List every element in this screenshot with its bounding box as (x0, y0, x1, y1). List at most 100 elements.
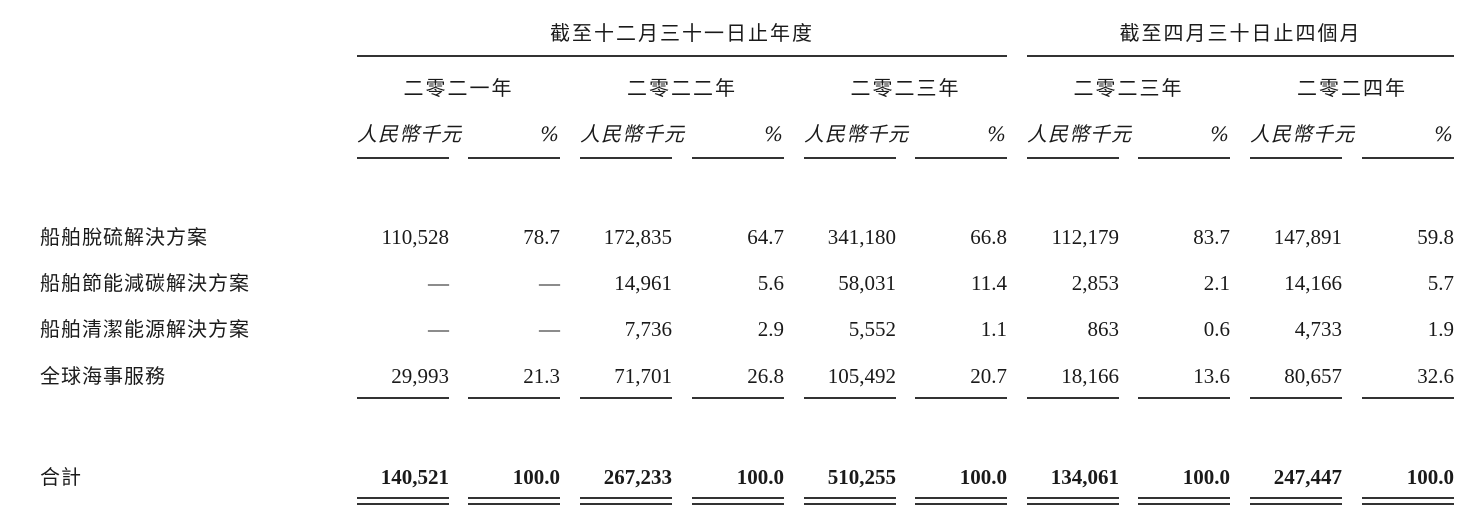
divider (580, 397, 672, 399)
total-cell: 134,061 (1050, 465, 1119, 489)
unit-percent: % (986, 122, 1007, 146)
double-underline (1138, 497, 1230, 499)
double-underline (692, 497, 784, 499)
table-cell: 13.6 (1193, 364, 1230, 388)
table-cell: — (428, 271, 449, 295)
table-cell: 863 (1087, 317, 1120, 341)
double-underline (1027, 503, 1119, 505)
table-cell: 59.8 (1417, 225, 1454, 249)
unit-percent: % (1433, 122, 1454, 146)
double-underline (804, 497, 896, 499)
table-cell: 29,993 (391, 364, 449, 388)
unit-rmb-thousands: 人民幣千元 (580, 122, 685, 146)
table-cell: 0.6 (1203, 317, 1230, 341)
year-header: 二零二二年 (627, 76, 737, 100)
double-underline (468, 497, 560, 499)
divider (1250, 157, 1342, 159)
double-underline (692, 503, 784, 505)
double-underline (1362, 497, 1454, 499)
divider (1250, 397, 1342, 399)
unit-rmb-thousands: 人民幣千元 (1027, 122, 1132, 146)
total-cell: 100.0 (959, 465, 1007, 489)
table-cell: 172,835 (603, 225, 672, 249)
group-header-full-year: 截至十二月三十一日止年度 (550, 21, 814, 45)
table-cell: 105,492 (827, 364, 896, 388)
table-cell: 80,657 (1284, 364, 1342, 388)
double-underline (915, 497, 1007, 499)
divider (1027, 157, 1119, 159)
table-cell: 21.3 (523, 364, 560, 388)
total-cell: 267,233 (603, 465, 672, 489)
year-header: 二零二三年 (850, 76, 961, 100)
total-label: 合計 (40, 465, 82, 489)
row-label: 船舶清潔能源解決方案 (40, 317, 250, 341)
table-cell: 71,701 (614, 364, 672, 388)
double-underline (468, 503, 560, 505)
divider (468, 397, 560, 399)
unit-percent: % (763, 122, 784, 146)
table-cell: 14,961 (614, 271, 672, 295)
table-cell: 66.8 (970, 225, 1007, 249)
table-cell: 5,552 (848, 317, 896, 341)
table-cell: 5.7 (1427, 271, 1454, 295)
table-cell: 11.4 (971, 271, 1007, 295)
unit-rmb-thousands: 人民幣千元 (357, 122, 462, 146)
divider (1362, 397, 1454, 399)
total-cell: 140,521 (380, 465, 449, 489)
total-cell: 100.0 (1406, 465, 1454, 489)
divider (1027, 397, 1119, 399)
double-underline (1027, 497, 1119, 499)
table-cell: 78.7 (523, 225, 560, 249)
double-underline (357, 497, 449, 499)
table-cell: 2,853 (1071, 271, 1119, 295)
table-cell: 2.9 (757, 317, 784, 341)
divider (1362, 157, 1454, 159)
divider (804, 157, 896, 159)
table-cell: 7,736 (624, 317, 672, 341)
divider (692, 397, 784, 399)
divider (804, 397, 896, 399)
table-cell: 20.7 (970, 364, 1007, 388)
row-label: 船舶節能減碳解決方案 (40, 271, 250, 295)
table-cell: 58,031 (838, 271, 896, 295)
year-header: 二零二一年 (403, 76, 514, 100)
divider (915, 157, 1007, 159)
divider (1138, 157, 1230, 159)
unit-rmb-thousands: 人民幣千元 (804, 122, 909, 146)
total-cell: 100.0 (736, 465, 784, 489)
year-header: 二零二四年 (1297, 76, 1407, 100)
table-cell: 64.7 (747, 225, 784, 249)
double-underline (915, 503, 1007, 505)
double-underline (804, 503, 896, 505)
double-underline (580, 503, 672, 505)
double-underline (357, 503, 449, 505)
table-cell: 32.6 (1417, 364, 1454, 388)
table-cell: 5.6 (757, 271, 784, 295)
table-cell: 2.1 (1203, 271, 1230, 295)
divider (468, 157, 560, 159)
row-label: 全球海事服務 (40, 364, 166, 388)
table-cell: — (539, 271, 560, 295)
divider (915, 397, 1007, 399)
divider (1138, 397, 1230, 399)
year-header: 二零二三年 (1073, 76, 1184, 100)
table-cell: 26.8 (747, 364, 784, 388)
table-cell: — (539, 317, 560, 341)
table-cell: 147,891 (1273, 225, 1342, 249)
table-cell: 1.9 (1427, 317, 1454, 341)
divider (357, 55, 1007, 57)
table-cell: 18,166 (1061, 364, 1119, 388)
unit-rmb-thousands: 人民幣千元 (1250, 122, 1355, 146)
table-cell: 1.1 (980, 317, 1007, 341)
double-underline (1250, 497, 1342, 499)
row-label: 船舶脫硫解決方案 (40, 225, 208, 249)
table-cell: — (428, 317, 449, 341)
double-underline (1138, 503, 1230, 505)
divider (357, 157, 449, 159)
group-header-four-months: 截至四月三十日止四個月 (1119, 21, 1362, 45)
divider (580, 157, 672, 159)
table-cell: 83.7 (1193, 225, 1230, 249)
total-cell: 100.0 (512, 465, 560, 489)
double-underline (1250, 503, 1342, 505)
